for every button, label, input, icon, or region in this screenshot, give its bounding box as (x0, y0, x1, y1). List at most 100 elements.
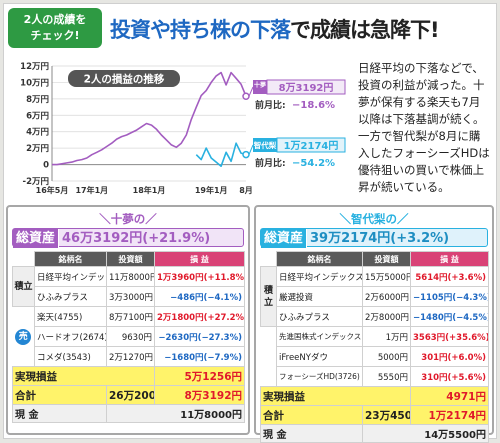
table-row: 厳選投資 2万6000円 −1105円(−4.3%) (261, 286, 489, 307)
chart-title-pill (68, 70, 180, 87)
cash-value: 14万5500円 (362, 424, 489, 443)
col-header-pl: 損 益 (410, 251, 489, 267)
x-tick-label: 17年1月 (75, 185, 108, 195)
profit-loss: 310円(+5.6%) (410, 366, 489, 387)
callout-leader-1 (248, 144, 254, 155)
category-sold: 売 (12, 326, 35, 347)
cash-row: 現 金 11万8000円 (12, 404, 245, 423)
category-tsumitate: 積立 (12, 266, 35, 307)
sum-row: 合計 26万2000円 8万3192円 (12, 385, 245, 405)
chiyori-callout-sublabel: 前月比: (255, 157, 286, 169)
profit-loss: 1万3960円(+11.8%) (154, 266, 245, 287)
sum-pl: 1万2174円 (410, 405, 489, 425)
stock-name: フォーシーズHD(3726) (276, 366, 363, 387)
invest-amount: 9630円 (106, 326, 155, 347)
sold-marker: 売 (15, 328, 32, 345)
series-end-point-1 (242, 150, 250, 159)
stock-name: ひふみプラス (276, 306, 363, 327)
invest-amount: 2万8000円 (362, 306, 411, 327)
stock-name: 先進国株式インデックス (276, 326, 363, 347)
invest-amount: 2万1270円 (106, 346, 155, 367)
x-tick-label: 18年1月 (133, 185, 166, 195)
x-tick-label: 8月 (239, 186, 253, 195)
y-tick-label: 6万円 (26, 111, 49, 121)
realized-value: 4971円 (410, 386, 489, 406)
stock-name: 厳選投資 (276, 286, 363, 307)
check-badge: 2人の成績を チェック! (8, 8, 102, 48)
headline-highlight: 投資や持ち株の下落 (110, 18, 291, 42)
invest-amount: 5550円 (362, 366, 411, 387)
stock-name: 日経平均インデックス (276, 266, 363, 287)
y-tick-label: 8万円 (26, 95, 49, 105)
table-row: 先進国株式インデックス 1万円 3563円(+35.6%) (261, 326, 489, 347)
stock-name: ハードオフ(2674) (34, 326, 107, 347)
chiyori-callout: 智代梨 1万2174円 前月比: −54.2% (253, 137, 346, 169)
table-row: 売 ハードオフ(2674) 9630円 −2630円(−27.3%) (12, 326, 245, 347)
chiyori-name: 智代梨の (351, 212, 397, 226)
x-tick-labels: 16年5月 17年1月 18年1月 19年1月 8月 (36, 185, 253, 195)
profit-chart-svg: 12万円 10万円 8万円 6万円 4万円 2万円 0 -2万円 16年5月 17年1月 18年1… (20, 62, 346, 195)
table-row: 積立 日経平均インデックス 11万8000円 1万3960円(+11.8%) (12, 266, 245, 307)
y-tick-labels: 12万円 10万円 8万円 6万円 4万円 2万円 0 -2万円 (20, 62, 49, 187)
category-tsumitate: 積立 (260, 266, 277, 327)
sum-amount: 26万2000円 (106, 385, 155, 405)
tomu-holdings-table: 銘柄名 投資額 損 益 積立 日経平均インデックス 11万8000円 1万396… (12, 251, 245, 423)
table-row: 積立 日経平均インデックス 15万5000円 5614円(+3.6%) (260, 266, 489, 327)
stock-name: 楽天(4755) (34, 306, 107, 327)
profit-loss: 2万1800円(+27.2%) (154, 306, 245, 327)
invest-amount: 1万円 (362, 326, 411, 347)
cash-row: 現 金 14万5500円 (260, 424, 489, 443)
col-header-amount: 投資額 (106, 251, 155, 267)
col-header-name: 銘柄名 (34, 251, 107, 267)
table-row: コメダ(3543) 2万1270円 −1680円(−7.9%) (12, 346, 245, 367)
profit-loss: −1480円(−4.5%) (410, 306, 489, 327)
col-header-amount: 投資額 (362, 251, 411, 267)
x-tick-label: 19年1月 (195, 185, 228, 195)
cash-label: 現 金 (12, 404, 107, 423)
tomu-panel: ＼十夢の／ 総資産 46万3192円(+21.9%) 銘柄名 投資額 損 益 積立… (6, 205, 250, 435)
series-line-1 (195, 142, 247, 167)
stock-name: iFreeNYダウ (276, 346, 363, 367)
invest-amount: 8万7100円 (106, 306, 155, 327)
tomu-callout-tag (253, 80, 267, 94)
chart-title: 2人の損益の推移 (84, 73, 165, 86)
sum-pl: 8万3192円 (154, 385, 245, 405)
realized-row: 実現損益 5万1256円 (12, 366, 245, 386)
stock-name: 日経平均インデックス (34, 266, 107, 287)
tomu-callout-change: −18.6% (292, 100, 335, 111)
invest-amount: 15万5000円 (362, 266, 411, 287)
sum-label: 合計 (12, 385, 107, 405)
sum-label: 合計 (260, 405, 363, 425)
description-text: 日経平均の下落などで、投資の利益が減った。十夢が保有する楽天も7月以降は下落基調… (358, 61, 490, 194)
tomu-callout: 十夢 8万3192円 前月比: −18.6% (253, 79, 346, 111)
col-header-pl: 損 益 (154, 251, 245, 267)
chiyori-callout-box (276, 137, 346, 153)
stock-name: ひふみプラス (34, 286, 107, 307)
tomu-total-label: 総資産 (13, 229, 60, 248)
tomu-total-assets: 総資産 46万3192円(+21.9%) (12, 228, 244, 248)
tomu-callout-value: 8万3192円 (279, 82, 334, 94)
cash-label: 現 金 (260, 424, 363, 443)
tomu-callout-sublabel: 前月比: (255, 99, 286, 111)
y-tick-label: 0 (43, 161, 49, 171)
badge-line1: 2人の成績を (23, 13, 87, 26)
badge-line2: チェック! (30, 29, 80, 42)
profit-loss: −2630円(−27.3%) (154, 326, 245, 347)
table-row: フォーシーズHD(3726) 5550円 310円(+5.6%) (261, 366, 489, 387)
chiyori-panel-heading: ＼智代梨の／ (339, 212, 409, 226)
chiyori-total-label: 総資産 (261, 229, 308, 248)
tomu-callout-box (266, 79, 346, 95)
invest-amount: 5000円 (362, 346, 411, 367)
table-row: ひふみプラス 2万8000円 −1480円(−4.5%) (261, 306, 489, 327)
y-tick-label: 2万円 (26, 144, 49, 154)
profit-loss: 3563円(+35.6%) (410, 326, 489, 347)
chiyori-panel: ＼智代梨の／ 総資産 39万2174円(+3.2%) 銘柄名 投資額 損 益 積立… (254, 205, 494, 443)
y-tick-label: 4万円 (26, 128, 49, 138)
chart-lines (52, 71, 254, 167)
sum-row: 合計 23万4500円 1万2174円 (260, 405, 489, 425)
realized-label: 実現損益 (260, 386, 411, 406)
tomu-name: 十夢の (110, 212, 146, 226)
chiyori-total-value: 39万2174円(+3.2%) (310, 231, 450, 246)
chiyori-total-assets: 総資産 39万2174円(+3.2%) (260, 228, 488, 248)
col-header-name: 銘柄名 (276, 251, 363, 267)
